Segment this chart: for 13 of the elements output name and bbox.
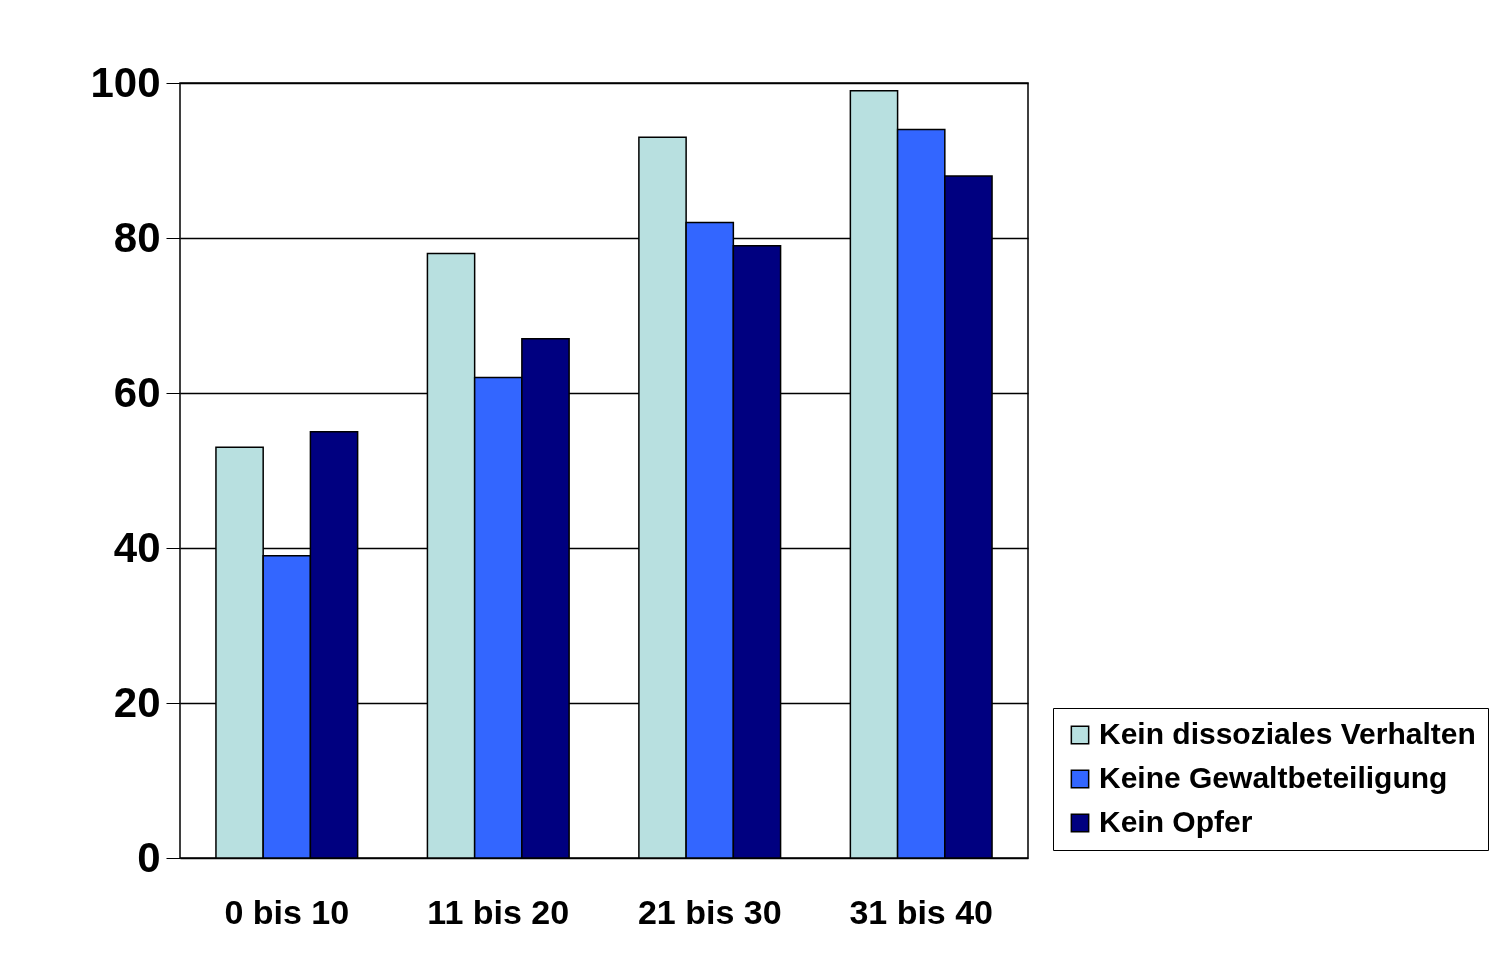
y-tick-label: 60 bbox=[113, 368, 161, 416]
x-tick-label: 0 bis 10 bbox=[224, 892, 350, 931]
legend-label: Keine Gewaltbeteiligung bbox=[1099, 761, 1448, 794]
legend-label: Kein dissoziales Verhalten bbox=[1099, 717, 1476, 750]
x-tick-label: 11 bis 20 bbox=[427, 892, 570, 931]
x-tick-label: 21 bis 30 bbox=[637, 892, 782, 931]
y-tick-label: 100 bbox=[90, 58, 161, 106]
y-tick-label: 20 bbox=[113, 678, 161, 726]
y-tick-label: 40 bbox=[113, 523, 161, 571]
y-tick-label: 0 bbox=[137, 833, 161, 881]
legend-label: Kein Opfer bbox=[1099, 805, 1253, 838]
y-tick-label: 80 bbox=[113, 213, 161, 261]
x-tick-label: 31 bis 40 bbox=[849, 892, 994, 931]
